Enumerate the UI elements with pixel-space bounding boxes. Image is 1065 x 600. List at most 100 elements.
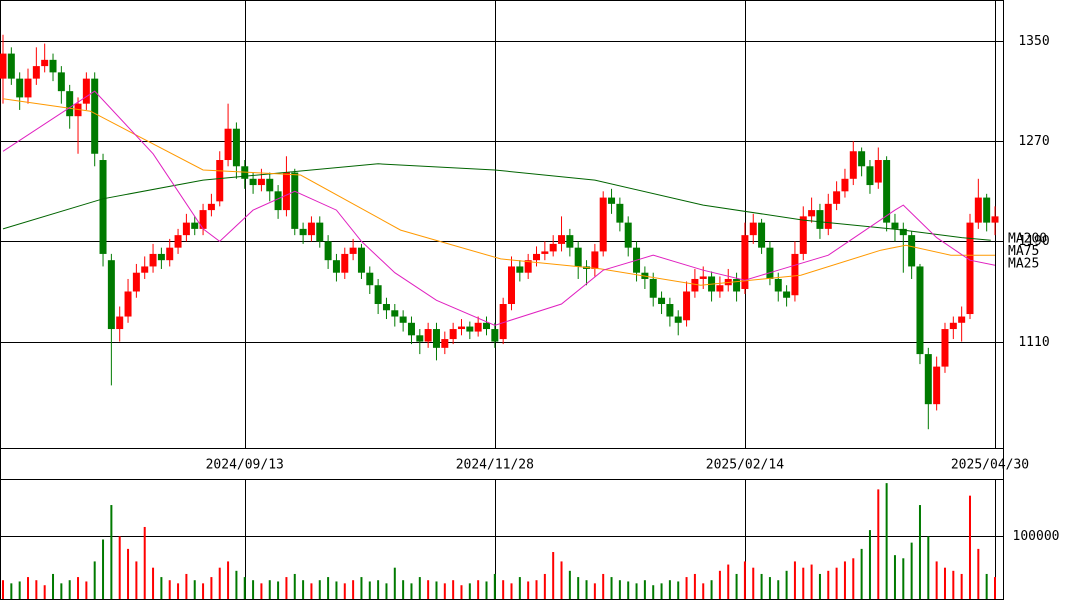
candle-body [983,197,991,223]
candle-body [516,266,524,273]
candle-body [299,228,307,236]
volume-bar [568,570,571,599]
volume-bar [510,583,513,599]
candle-body [324,241,332,261]
volume-bar [468,583,471,599]
candle-body [808,210,816,217]
volume-bar [277,581,280,599]
volume-bar [302,580,305,599]
volume-bar [443,583,446,599]
candle-body [933,366,941,405]
volume-bar [710,580,713,599]
volume-bar [377,580,380,599]
volume-bar [285,577,288,599]
volume-bar [343,583,346,599]
volume-bar [552,552,555,599]
volume-bar [910,542,913,599]
candle-body [432,329,440,348]
candle-body [249,178,257,186]
volume-bar [310,583,313,599]
candle-body [116,316,124,330]
volume-bar [827,570,830,599]
volume-bar [602,573,605,599]
candle-body [558,235,566,244]
volume-bar [527,581,530,599]
volume-bar [727,564,730,599]
candle-body [966,222,974,315]
candle-body [449,329,457,340]
candle-body [474,322,482,332]
candle-body [141,266,149,273]
volume-bar [93,561,96,599]
candle-body [958,316,966,323]
candle-body [699,276,707,279]
candle-body [174,235,182,248]
candle-body [91,78,99,154]
candle-body [124,291,132,317]
volume-bar [118,536,121,599]
volume-bar [360,577,363,599]
volume-bar [502,580,505,599]
volume-bar [235,570,238,599]
candle-body [691,278,699,292]
candle-body [799,216,807,254]
candle-body [24,78,32,98]
candle-body [733,278,741,292]
x-tick-label: 2024/09/13 [206,458,284,473]
y-tick-label: 1110 [1018,335,1049,350]
candle-body [407,322,415,336]
candle-body [541,251,549,254]
volume-bar [885,483,888,599]
volume-bar [60,583,63,599]
volume-bar [185,573,188,599]
volume-bar [693,573,696,599]
volume-bar [635,583,638,599]
volume-bar [810,564,813,599]
volume-bar [610,577,613,599]
candle-body [791,253,799,296]
candle-body [566,235,574,248]
candle-body [591,251,599,269]
volume-bar [843,561,846,599]
candle-body [716,285,724,292]
candle-body [899,228,907,236]
volume-bar [835,567,838,599]
candle-body [316,222,324,242]
volume-bar [918,505,921,599]
candle-body [783,291,791,298]
volume-bar [102,539,105,599]
volume-bar [393,567,396,599]
moving-average-line [2,90,996,326]
volume-bar [668,580,671,599]
candle-body [0,53,7,79]
candle-body [16,78,24,98]
candle-body [491,329,499,342]
volume-bar [935,561,938,599]
volume-bar [52,573,55,599]
volume-bar [968,495,971,599]
candle-body [182,222,190,236]
volume-bar [18,581,21,599]
volume-bar [852,558,855,599]
volume-bar [2,580,4,599]
legend-label: MA25 [1008,257,1039,272]
volume-bar [618,580,621,599]
volume-bar [577,577,580,599]
candle-body [499,304,507,340]
x-tick-label: 2025/02/14 [706,458,784,473]
candle-body [457,326,465,330]
volume-bar [43,585,46,599]
volume-bar [127,548,130,599]
candle-body [107,260,115,330]
candle-body [649,278,657,298]
candle-body [207,203,215,211]
candle-body [391,310,399,317]
volume-bar [77,577,80,599]
candle-body [66,91,74,117]
volume-bar [410,583,413,599]
candle-body [132,272,140,292]
candle-body [758,222,766,248]
candle-body [816,210,824,229]
legend-label: MA75 [1008,244,1039,259]
volume-bar [518,577,521,599]
